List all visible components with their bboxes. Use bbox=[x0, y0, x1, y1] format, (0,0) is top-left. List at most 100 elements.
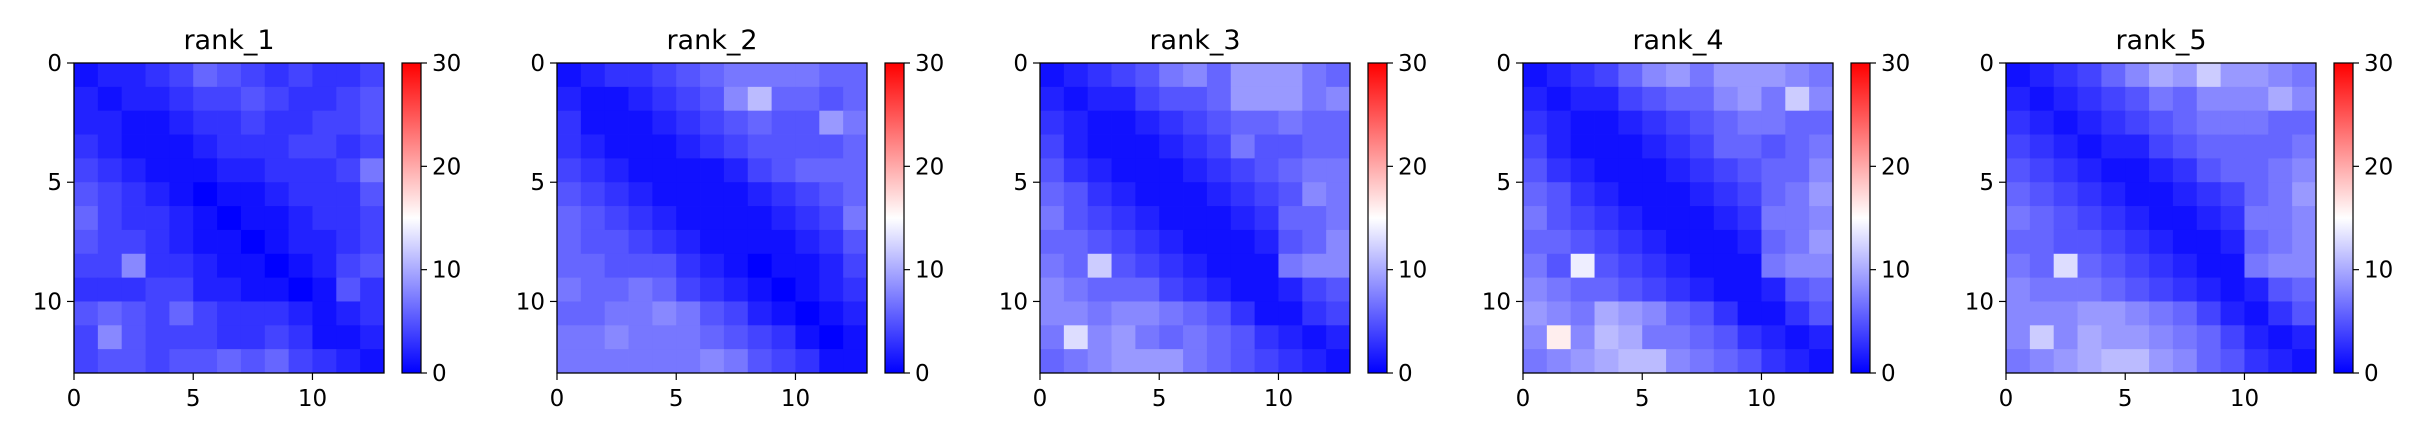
heatmap-cell bbox=[2244, 301, 2269, 326]
heatmap-cell bbox=[1642, 63, 1667, 88]
heatmap-cell bbox=[1642, 182, 1667, 207]
panel-title: rank_1 bbox=[183, 25, 274, 56]
colorbar-tick-label: 10 bbox=[915, 258, 944, 284]
heatmap-cell bbox=[1183, 158, 1208, 183]
heatmap-cell bbox=[843, 301, 868, 326]
heatmap-cell bbox=[1040, 277, 1065, 302]
heatmap-cell bbox=[1087, 182, 1112, 207]
x-tick-label: 0 bbox=[550, 386, 565, 412]
heatmap-cell bbox=[2292, 253, 2317, 279]
heatmap-panel-4: rank_4 0 5 10 0 5 10 0 10 20 30 bbox=[1482, 25, 1911, 412]
heatmap-cell bbox=[1111, 110, 1136, 135]
heatmap-cell bbox=[193, 349, 218, 374]
heatmap-cell bbox=[2053, 349, 2078, 374]
heatmap-cell bbox=[1230, 110, 1256, 135]
heatmap-cell bbox=[1063, 349, 1089, 374]
heatmap-cell bbox=[2125, 86, 2150, 112]
heatmap-cell bbox=[2292, 301, 2317, 326]
heatmap-cell bbox=[604, 277, 629, 302]
heatmap-cell bbox=[628, 158, 653, 183]
heatmap-cell bbox=[628, 134, 653, 159]
heatmap-cell bbox=[1326, 277, 1351, 302]
heatmap-cell bbox=[557, 110, 582, 135]
heatmap-cell bbox=[240, 182, 266, 207]
heatmap-cell bbox=[771, 182, 796, 207]
heatmap-cell bbox=[2029, 110, 2055, 135]
heatmap-cell bbox=[145, 110, 170, 135]
colorbar-tick-label: 30 bbox=[1881, 51, 1910, 77]
heatmap-cell bbox=[771, 158, 796, 183]
heatmap-cell bbox=[121, 206, 146, 231]
heatmap-cell bbox=[604, 206, 629, 231]
heatmap-cell bbox=[2244, 182, 2269, 207]
heatmap-cell bbox=[676, 349, 701, 374]
heatmap-cell bbox=[2149, 63, 2174, 88]
heatmap-cell bbox=[819, 63, 844, 88]
heatmap-cell bbox=[217, 301, 242, 326]
heatmap-frame bbox=[73, 62, 385, 374]
heatmap-cell bbox=[652, 134, 677, 159]
heatmap-cell bbox=[2125, 110, 2150, 135]
heatmap-cell bbox=[723, 134, 749, 159]
heatmap-cell bbox=[2053, 182, 2078, 207]
heatmap-cell bbox=[2101, 349, 2126, 374]
heatmap-cell bbox=[1040, 182, 1065, 207]
heatmap-cell bbox=[1594, 182, 1619, 207]
heatmap-cell bbox=[795, 325, 820, 350]
heatmap-cell bbox=[2077, 182, 2102, 207]
heatmap-cell bbox=[217, 86, 242, 112]
heatmap-cell bbox=[1302, 110, 1327, 135]
heatmap-cell bbox=[1302, 206, 1327, 231]
heatmap-cell bbox=[312, 301, 337, 326]
heatmap-cell bbox=[2029, 325, 2055, 350]
heatmap-cell bbox=[2268, 349, 2293, 374]
heatmap-cell bbox=[795, 110, 820, 135]
heatmap-cell bbox=[580, 158, 606, 183]
y-tick-label: 0 bbox=[1496, 51, 1511, 77]
heatmap-cell bbox=[1278, 349, 1303, 374]
heatmap-cell bbox=[557, 277, 582, 302]
heatmap-cell bbox=[1135, 349, 1160, 374]
heatmap-cell bbox=[1254, 63, 1279, 88]
colorbar-tick-label: 20 bbox=[1398, 154, 1427, 180]
heatmap-cell bbox=[1278, 110, 1303, 135]
heatmap-cell bbox=[264, 182, 290, 207]
heatmap-cell bbox=[747, 349, 773, 374]
heatmap-cell bbox=[2149, 134, 2174, 159]
heatmap-cell bbox=[843, 253, 868, 279]
heatmap-cell bbox=[604, 253, 629, 279]
heatmap-cell bbox=[1135, 63, 1160, 88]
heatmap-cell bbox=[1594, 349, 1619, 374]
heatmap-cell bbox=[2053, 110, 2078, 135]
heatmap-cell bbox=[1761, 158, 1786, 183]
heatmap-cell bbox=[2006, 86, 2031, 112]
heatmap-cell bbox=[700, 301, 725, 326]
heatmap-cell bbox=[2053, 253, 2078, 279]
heatmap-cell bbox=[2077, 229, 2102, 255]
heatmap-cell bbox=[1111, 134, 1136, 159]
heatmap-cell bbox=[2077, 206, 2102, 231]
heatmap-cell bbox=[1594, 325, 1619, 350]
heatmap-cell bbox=[1302, 277, 1327, 302]
heatmap-cell bbox=[74, 229, 99, 255]
heatmap-cell bbox=[2101, 158, 2126, 183]
heatmap-cell bbox=[1254, 134, 1279, 159]
heatmap-cell bbox=[360, 229, 385, 255]
heatmap-cell bbox=[652, 349, 677, 374]
heatmap-cell bbox=[1761, 110, 1786, 135]
heatmap-cell bbox=[288, 349, 313, 374]
heatmap-cell bbox=[2125, 63, 2150, 88]
heatmap-cell bbox=[557, 134, 582, 159]
colorbar-tick-label: 10 bbox=[1398, 258, 1427, 284]
heatmap-cell bbox=[652, 110, 677, 135]
heatmap-cell bbox=[2006, 277, 2031, 302]
heatmap-cell bbox=[1183, 182, 1208, 207]
heatmap-cell bbox=[1159, 301, 1184, 326]
heatmap-cell bbox=[1159, 110, 1184, 135]
heatmap-cell bbox=[604, 229, 629, 255]
heatmap-cell bbox=[628, 277, 653, 302]
heatmap-cell bbox=[1523, 110, 1548, 135]
heatmap-cell bbox=[2292, 134, 2317, 159]
heatmap-cell bbox=[1642, 229, 1667, 255]
heatmap-cell bbox=[2292, 158, 2317, 183]
